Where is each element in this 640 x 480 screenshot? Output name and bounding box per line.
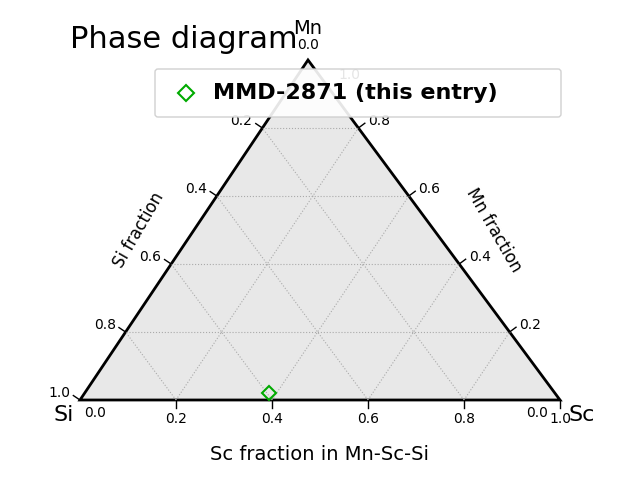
Text: 0.6: 0.6 — [419, 182, 440, 196]
Text: 0.4: 0.4 — [261, 412, 283, 426]
Polygon shape — [80, 60, 560, 400]
Text: 0.8: 0.8 — [453, 412, 475, 426]
Text: MMD-2871 (this entry): MMD-2871 (this entry) — [213, 83, 498, 103]
Text: 0.6: 0.6 — [140, 250, 161, 264]
Text: Si fraction: Si fraction — [110, 189, 168, 271]
Text: Sc: Sc — [568, 405, 595, 425]
Text: 0.2: 0.2 — [230, 114, 252, 128]
Text: 0.4: 0.4 — [185, 182, 207, 196]
FancyBboxPatch shape — [155, 69, 561, 117]
Text: 0.0: 0.0 — [297, 38, 319, 52]
Text: Sc fraction in Mn-Sc-Si: Sc fraction in Mn-Sc-Si — [211, 445, 429, 464]
Text: Phase diagram: Phase diagram — [70, 25, 298, 54]
Text: 0.4: 0.4 — [469, 250, 491, 264]
Text: 1.0: 1.0 — [549, 412, 571, 426]
Text: Mn: Mn — [294, 19, 323, 38]
Text: 1.0: 1.0 — [48, 386, 70, 400]
Text: Si: Si — [54, 405, 74, 425]
Text: 0.0: 0.0 — [526, 406, 548, 420]
Text: 1.0: 1.0 — [338, 68, 360, 82]
Text: Mn fraction: Mn fraction — [463, 185, 525, 275]
Text: 0.0: 0.0 — [84, 406, 106, 420]
Text: 0.6: 0.6 — [357, 412, 379, 426]
Text: 0.8: 0.8 — [368, 114, 390, 128]
Text: 0.2: 0.2 — [519, 318, 541, 332]
Text: 0.8: 0.8 — [93, 318, 116, 332]
Text: 0.2: 0.2 — [165, 412, 187, 426]
